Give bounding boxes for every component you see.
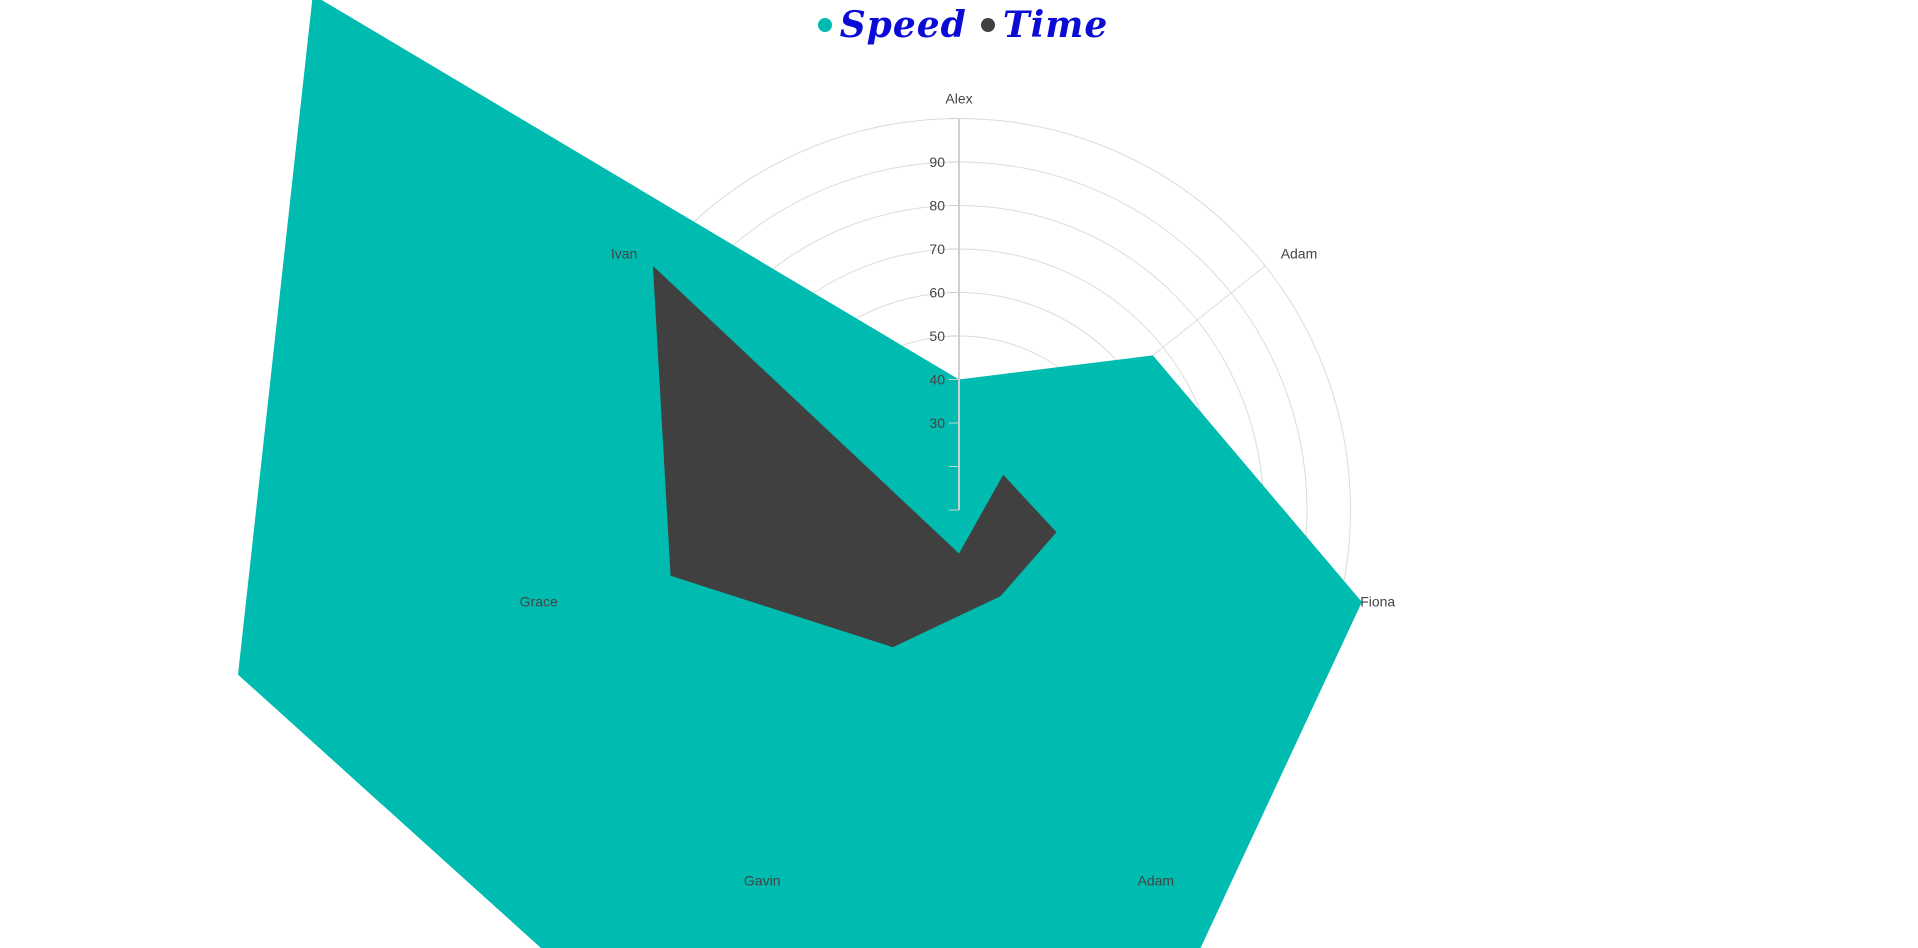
- series-area-time[interactable]: [652, 265, 1057, 648]
- radial-tick-label: 50: [929, 328, 945, 344]
- legend-item-time[interactable]: Time: [980, 4, 1109, 46]
- category-labels: Alex Adam Fiona Adam Gavin Grace Ivan: [520, 91, 1396, 889]
- radial-tick-label: 70: [929, 241, 945, 257]
- radial-axis: 30 40 50 60 70 80 90: [929, 118, 960, 511]
- radial-tick-label: 30: [929, 415, 945, 431]
- radial-tick-label: 40: [929, 372, 945, 388]
- chart-legend: Speed Time: [0, 0, 1918, 50]
- legend-label-speed: Speed: [839, 4, 967, 46]
- legend-marker-speed: [817, 18, 832, 32]
- category-label: Ivan: [611, 245, 637, 261]
- legend-item-speed[interactable]: Speed: [817, 4, 967, 46]
- category-label: Grace: [520, 594, 558, 610]
- category-label: Gavin: [744, 873, 781, 889]
- radial-tick-label: 90: [929, 154, 945, 170]
- category-label: Alex: [945, 91, 972, 107]
- category-label: Fiona: [1360, 594, 1395, 610]
- radial-tick-label: 60: [929, 285, 945, 301]
- legend-label-time: Time: [1002, 4, 1109, 46]
- radial-tick-label: 80: [929, 198, 945, 214]
- category-label: Adam: [1138, 873, 1175, 889]
- category-label: Adam: [1281, 245, 1318, 261]
- legend-marker-time: [980, 18, 995, 32]
- radar-areas: [238, 0, 1362, 948]
